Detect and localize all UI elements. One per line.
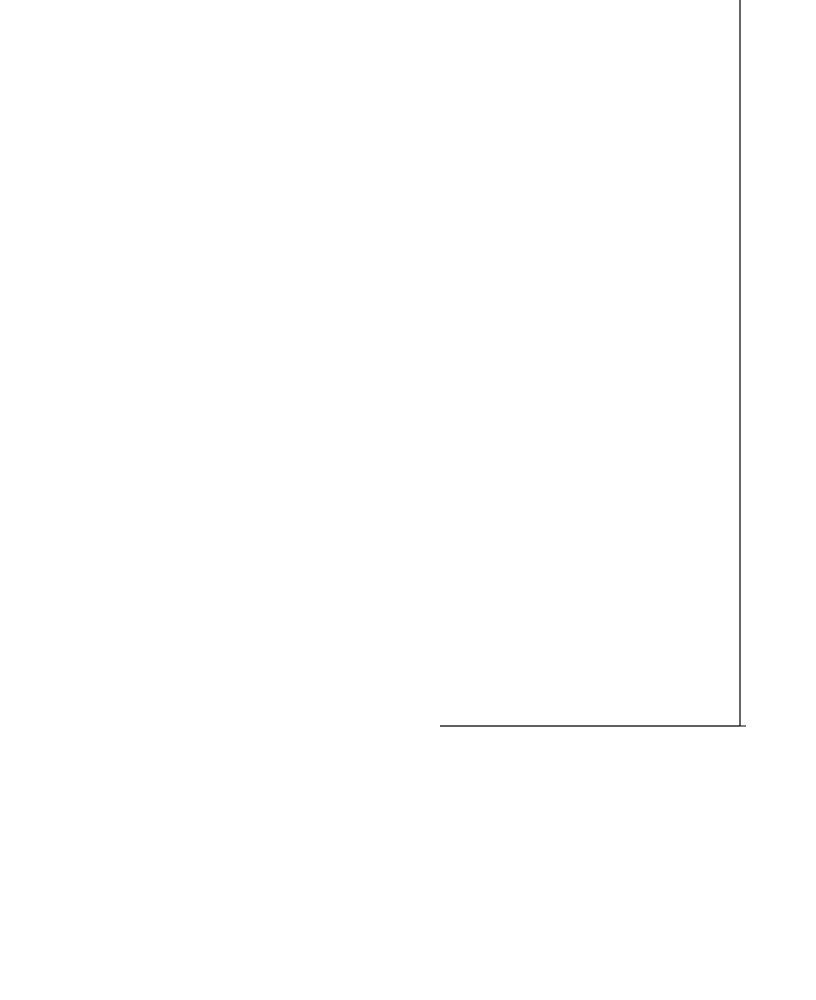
- figure-svg: [0, 0, 816, 816]
- rotated-figure-container: [0, 0, 816, 816]
